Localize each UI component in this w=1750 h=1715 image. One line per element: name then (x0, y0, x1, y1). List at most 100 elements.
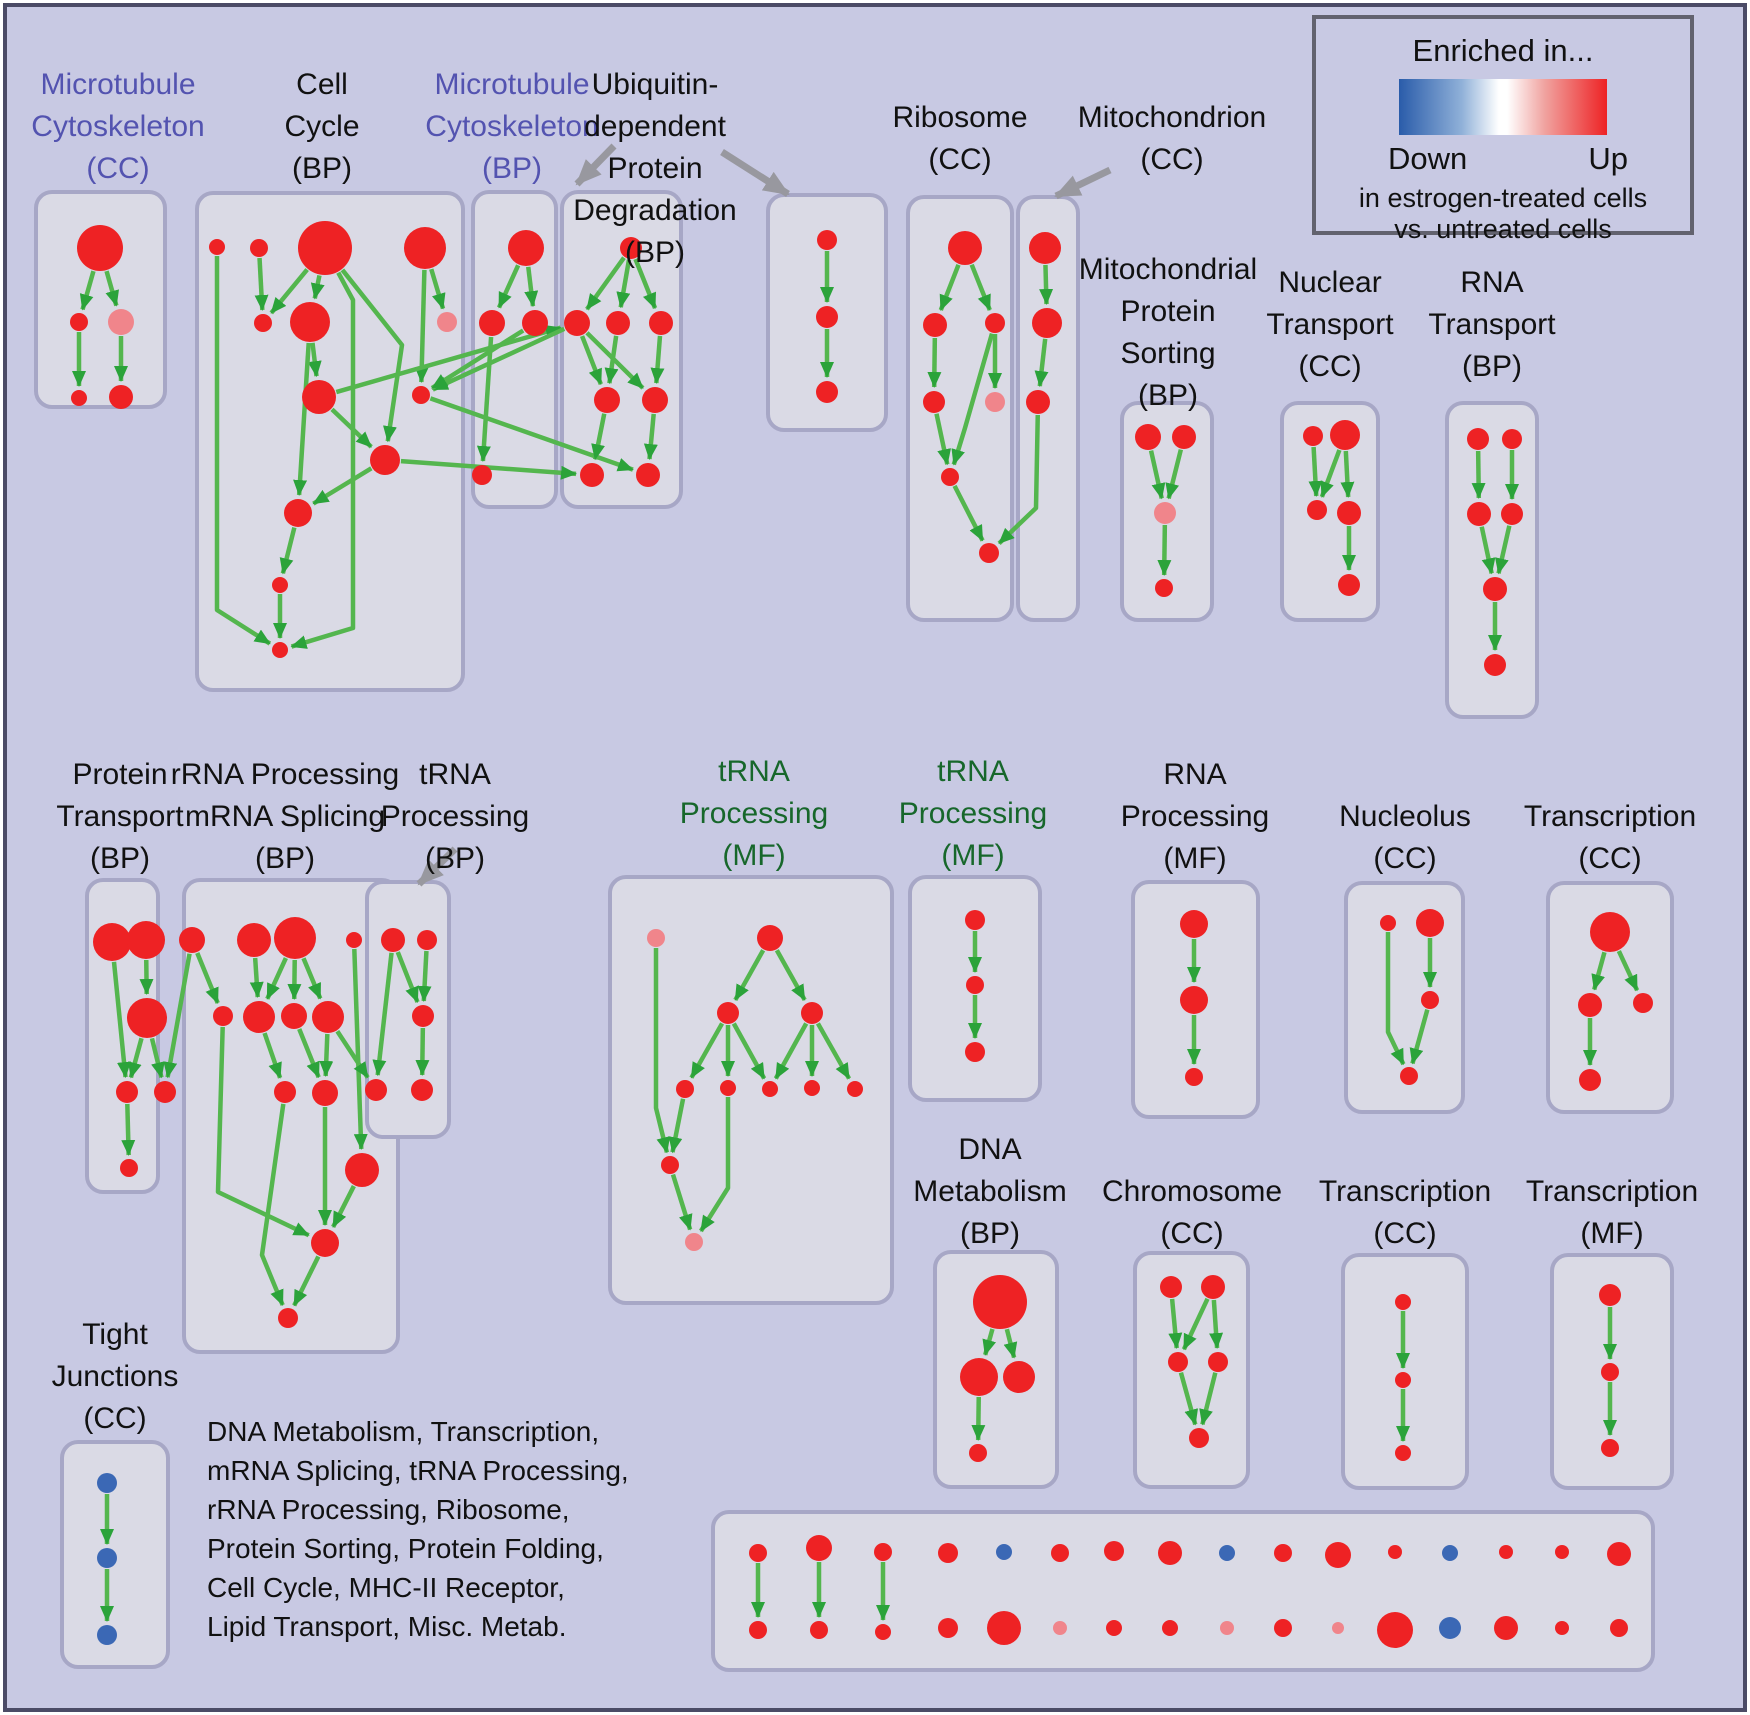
node-m4 (472, 465, 492, 485)
edge-h4-h9 (815, 1022, 852, 1080)
node-g13 (278, 1308, 298, 1328)
node-n4 (404, 227, 446, 269)
node-c2 (1201, 1275, 1225, 1299)
edge-n8-n10 (330, 407, 373, 449)
edge-s1-s3 (1148, 450, 1166, 500)
node-m1 (508, 230, 544, 266)
node-r2 (923, 313, 947, 337)
node-v3 (1185, 1068, 1203, 1086)
node-n10 (370, 445, 400, 475)
node-j2 (97, 1548, 117, 1568)
node-r6 (941, 468, 959, 486)
node-tr5 (411, 1079, 433, 1101)
edge-pt3-pt4 (128, 1037, 144, 1079)
edge-n3-n13 (290, 271, 356, 649)
node-mt1 (749, 1544, 767, 1562)
node-mt9 (1219, 1545, 1235, 1561)
edge-u0-u3 (633, 258, 658, 310)
edge-h2-h4 (774, 949, 807, 1002)
edge-tr2-tr3 (417, 950, 432, 1003)
node-g10 (312, 1080, 338, 1106)
edge-n1-n13 (214, 256, 272, 646)
node-p1 (1303, 426, 1323, 446)
node-a1 (77, 225, 123, 271)
edge-u0-u2 (616, 259, 632, 309)
node-p4 (1337, 501, 1361, 525)
edge-d1-d2 (982, 1328, 996, 1356)
node-h7 (762, 1081, 778, 1097)
node-g8 (312, 1001, 344, 1033)
edge-n8-u1 (335, 325, 562, 395)
node-b2 (816, 306, 838, 328)
node-y1 (1395, 1294, 1411, 1310)
edge-h3-h7 (731, 1022, 767, 1080)
node-h5 (676, 1080, 694, 1098)
node-mb12 (1377, 1612, 1413, 1648)
node-w1 (1380, 915, 1396, 931)
node-u3 (649, 311, 673, 335)
node-s4 (1155, 579, 1173, 597)
edge-r2-r4 (927, 337, 942, 389)
node-c3 (1168, 1352, 1188, 1372)
node-h3 (717, 1002, 739, 1024)
edge-n3-n6 (310, 274, 325, 300)
edge-n2-n5 (254, 257, 269, 312)
edge-g11-g12 (331, 1185, 356, 1228)
node-mt11 (1325, 1542, 1351, 1568)
node-d4 (969, 1444, 987, 1462)
pointer-arrow-icon-ubiquitin-callout-right (720, 149, 790, 197)
edge-x1-x3 (1616, 950, 1640, 992)
edge-h3-h5 (689, 1022, 725, 1079)
node-g3 (274, 917, 316, 959)
node-r7 (979, 543, 999, 563)
node-n2 (250, 239, 268, 257)
edge-h5-h10 (668, 1098, 686, 1154)
edge-g7-g10 (297, 1028, 321, 1079)
edge-d2-d4 (971, 1396, 986, 1441)
edge-w1-w4 (1385, 932, 1406, 1066)
node-mb2 (810, 1621, 828, 1639)
cluster-box-nucleolus (1344, 881, 1465, 1114)
node-r5 (985, 392, 1005, 412)
node-n11 (284, 499, 312, 527)
edge-g3-g7 (287, 959, 302, 1001)
node-d1 (973, 1275, 1027, 1329)
node-mt14 (1499, 1545, 1513, 1559)
edge-r6-r7 (952, 484, 985, 542)
node-a3 (108, 309, 134, 335)
edge-u3-u5 (650, 335, 665, 385)
edge-s2-s3 (1165, 449, 1184, 500)
edge-s3-s4 (1157, 524, 1172, 577)
cluster-box-transcription-cc-mid (1546, 881, 1674, 1114)
edge-n3-n10 (340, 268, 405, 443)
edge-g3-g8 (301, 957, 323, 1000)
node-z3 (1601, 1439, 1619, 1457)
node-pt5 (154, 1081, 176, 1103)
edge-g6-g9 (262, 1032, 283, 1079)
node-b1 (817, 230, 837, 250)
node-mt15 (1555, 1545, 1569, 1559)
node-mt10 (1274, 1544, 1292, 1562)
edge-n10-n11 (312, 466, 373, 506)
edge-q3-q5 (1479, 526, 1496, 575)
node-t3 (1026, 390, 1050, 414)
edge-q1-q3 (1471, 450, 1486, 500)
edge-c1-c3 (1168, 1298, 1183, 1350)
node-mt8 (1158, 1541, 1182, 1565)
node-x2 (1578, 993, 1602, 1017)
node-v2 (1180, 986, 1208, 1014)
node-mb1 (749, 1621, 767, 1639)
node-k1 (965, 910, 985, 930)
node-u4 (594, 387, 620, 413)
node-n5 (254, 314, 272, 332)
node-pt4 (116, 1081, 138, 1103)
node-pt6 (120, 1159, 138, 1177)
node-n6 (290, 302, 330, 342)
edge-h10-h11 (670, 1173, 693, 1231)
edge-u2-u4 (604, 335, 619, 385)
node-u1 (564, 310, 590, 336)
cluster-box-ubiquitin (560, 190, 683, 509)
edge-t3-r7 (997, 414, 1040, 545)
node-mb7 (1106, 1620, 1122, 1636)
edge-tr1-tr3 (395, 951, 420, 1003)
